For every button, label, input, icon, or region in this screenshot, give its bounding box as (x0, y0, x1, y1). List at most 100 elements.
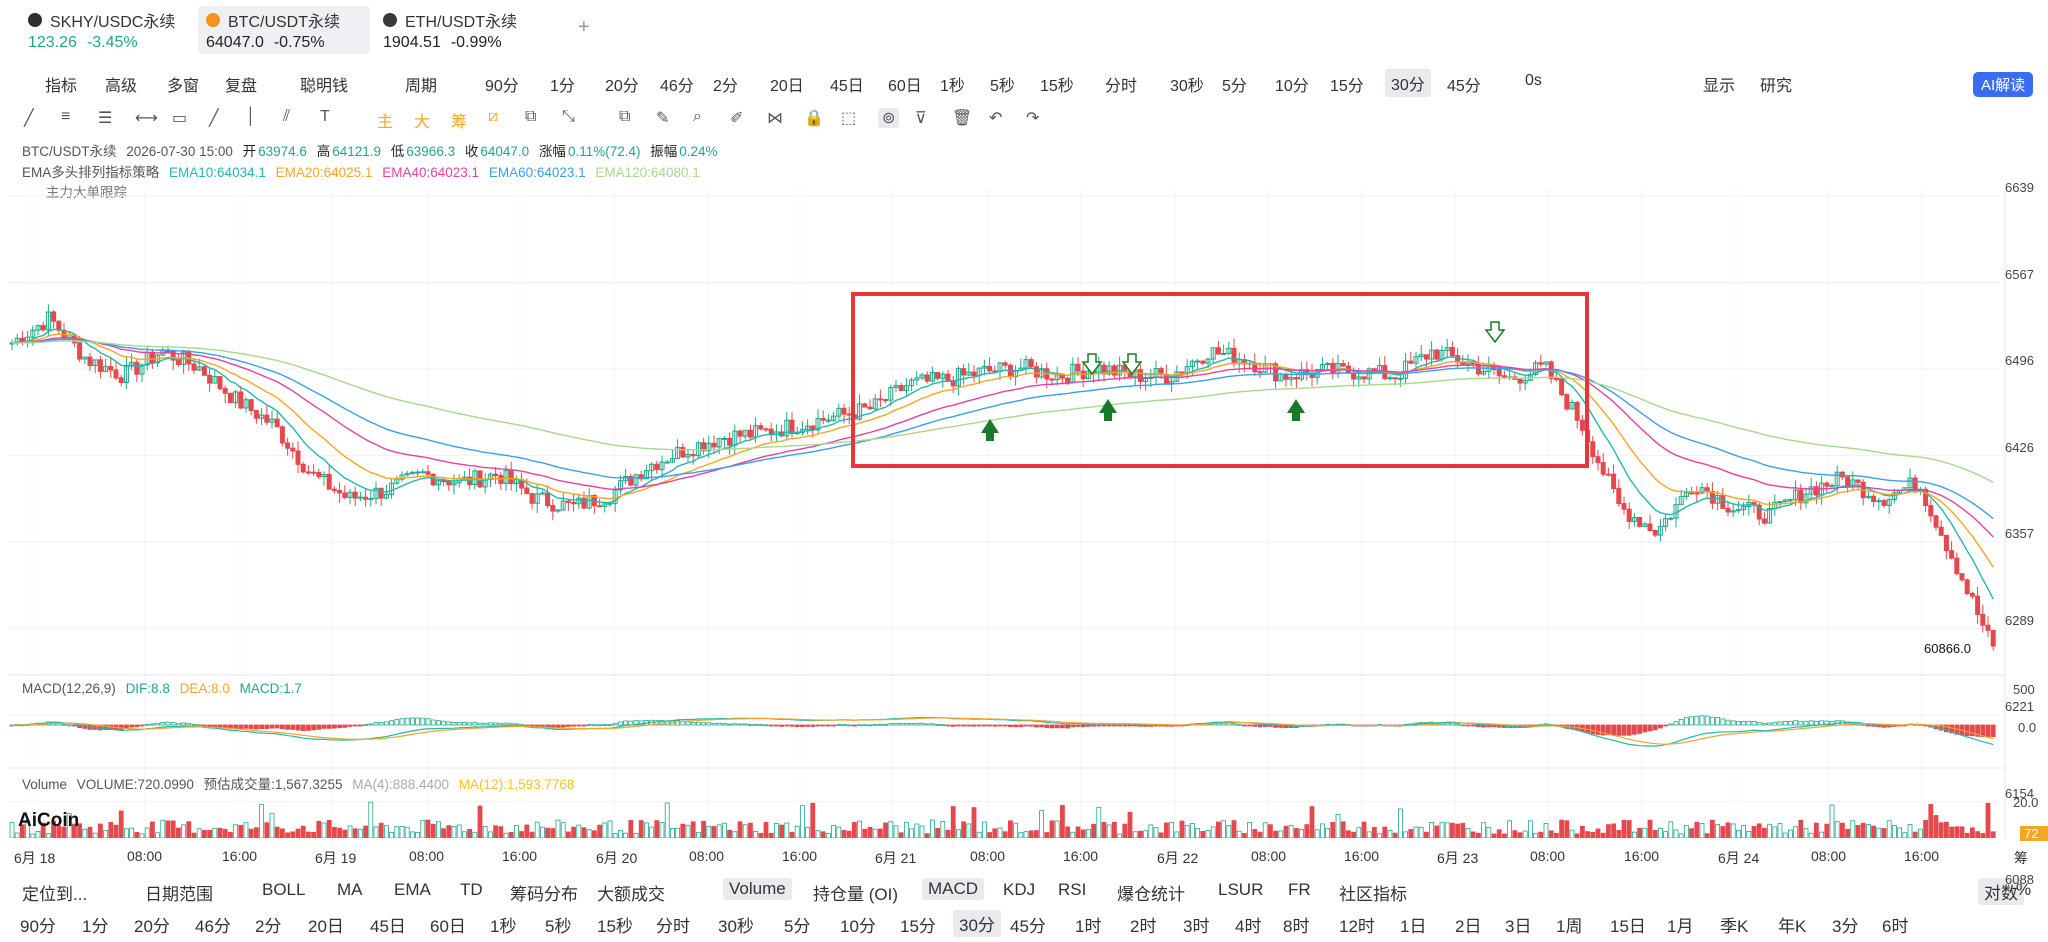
toolbar-item-15[interactable]: 5秒 (990, 78, 1015, 95)
interval-18[interactable]: 1时 (1075, 917, 1102, 936)
interval-1[interactable]: 1分 (82, 917, 109, 936)
interval-21[interactable]: 4时 (1235, 917, 1262, 936)
toolbar-item-25[interactable]: 显示 (1703, 78, 1736, 95)
toolbar-item-11[interactable]: 20日 (770, 78, 804, 95)
indicator-9[interactable]: 持仓量 (OI) (813, 885, 898, 904)
toolbar-item-0[interactable]: 指标 (45, 78, 78, 95)
toolbar-item-19[interactable]: 5分 (1222, 78, 1247, 95)
toolbar-item-16[interactable]: 15秒 (1040, 78, 1074, 95)
interval-13[interactable]: 5分 (784, 917, 811, 936)
interval-6[interactable]: 45日 (370, 917, 406, 936)
delete-icon[interactable]: 🗑 (952, 110, 973, 127)
toolbar-item-13[interactable]: 60日 (888, 78, 922, 95)
extend-icon[interactable]: ⤡ (562, 108, 575, 125)
interval-30[interactable]: 季K (1720, 917, 1749, 936)
interval-27[interactable]: 1周 (1556, 917, 1583, 936)
big-icon[interactable]: 大 (414, 114, 431, 131)
text-icon[interactable]: T (320, 108, 330, 125)
indicator-7[interactable]: 大额成交 (597, 885, 665, 904)
indicator-10[interactable]: MACD (922, 878, 985, 900)
volume-name[interactable]: Volume (22, 777, 68, 792)
interval-33[interactable]: 6时 (1882, 917, 1909, 936)
toolbar-item-21[interactable]: 15分 (1330, 78, 1364, 95)
interval-15[interactable]: 15分 (900, 917, 936, 936)
interval-22[interactable]: 8时 (1283, 917, 1310, 936)
redo-icon[interactable]: ↷ (1026, 110, 1040, 127)
interval-4[interactable]: 2分 (255, 917, 282, 936)
toolbar-item-3[interactable]: 复盘 (225, 78, 258, 95)
magnet-icon[interactable]: ⊚ (878, 108, 900, 128)
add-tab-button[interactable]: + (578, 16, 590, 38)
indicator-14[interactable]: LSUR (1218, 880, 1264, 899)
interval-29[interactable]: 1月 (1667, 917, 1694, 936)
interval-2[interactable]: 20分 (134, 917, 170, 936)
ruler-icon[interactable]: ✎ (656, 110, 670, 127)
toolbar-item-2[interactable]: 多窗 (167, 78, 200, 95)
hline-icon[interactable]: ≡ (61, 108, 71, 125)
copy-icon[interactable]: ⧉ (619, 108, 631, 125)
interval-10[interactable]: 15秒 (597, 917, 633, 936)
price-chart[interactable] (0, 188, 2048, 838)
interval-14[interactable]: 10分 (840, 917, 876, 936)
filter-icon[interactable]: ⊽ (915, 110, 927, 127)
toolbar-item-1[interactable]: 高级 (105, 78, 138, 95)
interval-16[interactable]: 30分 (953, 910, 1001, 937)
interval-5[interactable]: 20日 (308, 917, 344, 936)
toolbar-item-4[interactable]: 聪明钱 (300, 78, 349, 95)
indicator-18[interactable]: % (2016, 880, 2032, 899)
ray-icon[interactable]: ⟷ (135, 110, 158, 127)
toolbar-item-6[interactable]: 90分 (485, 78, 519, 95)
indicator-8[interactable]: Volume (723, 878, 792, 900)
toolbar-item-26[interactable]: 研究 (1760, 78, 1793, 95)
interval-25[interactable]: 2日 (1455, 917, 1482, 936)
main-icon[interactable]: 主 (377, 114, 394, 131)
ema-strategy-name[interactable]: EMA多头排列指标策略 (22, 165, 160, 180)
indicator-13[interactable]: 爆仓统计 (1117, 885, 1185, 904)
interval-26[interactable]: 3日 (1505, 917, 1532, 936)
indicator-0[interactable]: 定位到... (22, 885, 88, 904)
interval-11[interactable]: 分时 (656, 917, 690, 936)
toolbar-item-23[interactable]: 45分 (1447, 78, 1481, 95)
interval-23[interactable]: 12时 (1339, 917, 1375, 936)
indicator-16[interactable]: 社区指标 (1339, 885, 1407, 904)
indicator-17[interactable]: 对数 (1978, 878, 2024, 905)
indicator-4[interactable]: EMA (394, 880, 431, 899)
toolbar-item-10[interactable]: 2分 (713, 78, 738, 95)
interval-32[interactable]: 3分 (1832, 917, 1859, 936)
indicator-3[interactable]: MA (337, 880, 363, 899)
interval-19[interactable]: 2时 (1130, 917, 1157, 936)
toolbar-item-22[interactable]: 30分 (1385, 69, 1431, 97)
vline-icon[interactable]: │ (246, 108, 256, 125)
segment-icon[interactable]: ╱ (209, 110, 219, 127)
interval-24[interactable]: 1日 (1400, 917, 1427, 936)
pen-icon[interactable]: ✐ (730, 110, 744, 127)
indicator-12[interactable]: RSI (1058, 880, 1087, 899)
indicator-11[interactable]: KDJ (1003, 880, 1036, 899)
toolbar-item-12[interactable]: 45日 (830, 78, 864, 95)
snapshot-icon[interactable]: ⬚ (841, 110, 857, 127)
interval-20[interactable]: 3时 (1183, 917, 1210, 936)
toolbar-item-24[interactable]: 0s (1525, 72, 1542, 89)
ai-analysis-button[interactable]: AI解读 (1973, 72, 2034, 97)
toolbar-item-9[interactable]: 46分 (660, 78, 694, 95)
rect-icon[interactable]: ▭ (172, 110, 188, 127)
parallel-icon[interactable]: ⫽ (283, 108, 291, 125)
interval-7[interactable]: 60日 (430, 917, 466, 936)
indicator-2[interactable]: BOLL (262, 880, 306, 899)
undo-icon[interactable]: ↶ (989, 110, 1003, 127)
interval-3[interactable]: 46分 (195, 917, 231, 936)
lock-icon[interactable]: 🔒 (804, 110, 824, 127)
interval-9[interactable]: 5秒 (545, 917, 572, 936)
toolbar-item-5[interactable]: 周期 (405, 78, 438, 95)
symbol-tab[interactable]: ETH/USDT永续 1904.51 -0.99% (375, 6, 555, 54)
interval-0[interactable]: 90分 (20, 917, 56, 936)
macd-name[interactable]: MACD(12,26,9) (22, 681, 116, 696)
toolbar-item-18[interactable]: 30秒 (1170, 78, 1204, 95)
indicator-6[interactable]: 筹码分布 (510, 885, 578, 904)
zoom-icon[interactable]: ⌕ (693, 108, 702, 125)
interval-31[interactable]: 年K (1778, 917, 1807, 936)
toolbar-item-8[interactable]: 20分 (605, 78, 639, 95)
chips-icon[interactable]: 筹 (451, 114, 468, 131)
toolbar-item-17[interactable]: 分时 (1105, 78, 1138, 95)
trendline-icon[interactable]: ╱ (24, 110, 34, 127)
